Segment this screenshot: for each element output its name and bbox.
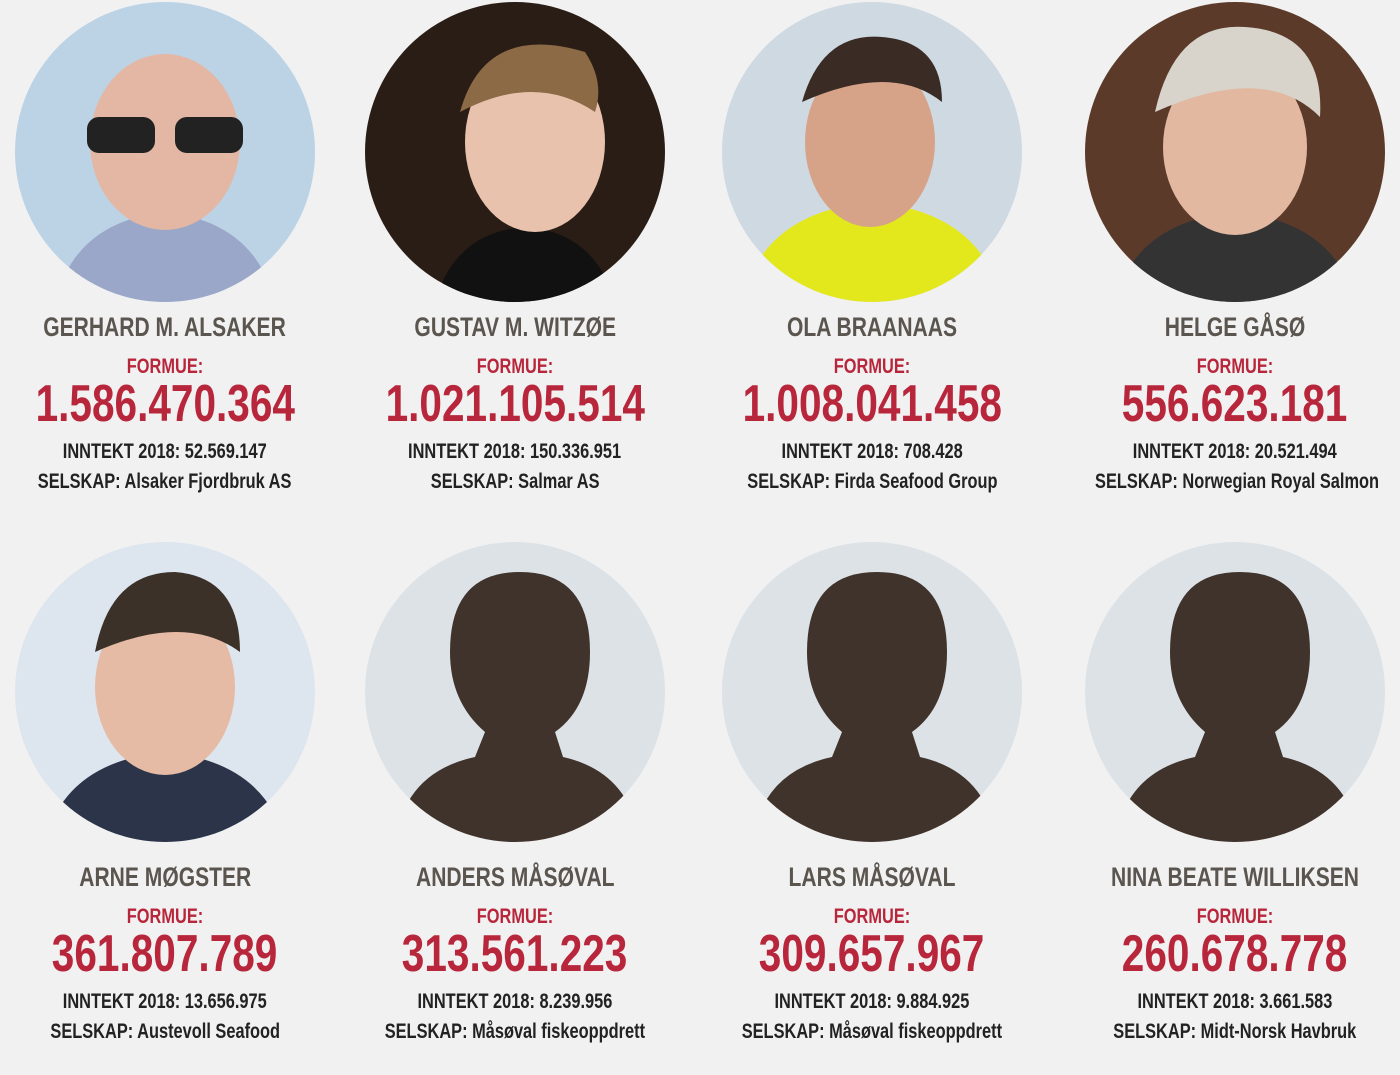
formue-amount: 313.561.223	[335, 924, 695, 984]
income-text: INNTEKT 2018: 9.884.925	[774, 990, 970, 1013]
income: INNTEKT 2018: 20.521.494	[1055, 440, 1400, 464]
formue-amount: 309.657.967	[692, 924, 1052, 984]
income: INNTEKT 2018: 3.661.583	[1055, 990, 1400, 1014]
portrait	[15, 542, 315, 842]
formue-amount-text: 1.008.041.458	[742, 375, 1002, 433]
person-name: ARNE MØGSTER	[0, 862, 345, 893]
portrait	[1085, 2, 1385, 302]
formue-amount: 1.586.470.364	[0, 374, 345, 434]
formue-amount-text: 1.586.470.364	[35, 375, 295, 433]
formue-amount-text: 260.678.778	[1122, 925, 1348, 983]
person-name-text: HELGE GÅSØ	[1164, 312, 1306, 342]
income: INNTEKT 2018: 150.336.951	[335, 440, 695, 464]
portrait	[1085, 542, 1385, 842]
formue-amount-text: 1.021.105.514	[385, 375, 645, 433]
formue-amount-text: 361.807.789	[52, 925, 278, 983]
formue-label: FORMUE:	[0, 355, 345, 379]
photo	[15, 542, 315, 842]
formue-label-text: FORMUE:	[476, 355, 554, 378]
person-name: NINA BEATE WILLIKSEN	[1055, 862, 1400, 893]
company: SELSKAP: Måsøval fiskeoppdrett	[692, 1020, 1052, 1044]
formue-amount: 361.807.789	[0, 924, 345, 984]
person-name: GERHARD M. ALSAKER	[0, 312, 345, 343]
formue-label: FORMUE:	[692, 905, 1052, 929]
photo	[722, 2, 1022, 302]
formue-label-text: FORMUE:	[1196, 355, 1274, 378]
company: SELSKAP: Midt-Norsk Havbruk	[1055, 1020, 1400, 1044]
company-text: SELSKAP: Norwegian Royal Salmon	[1095, 470, 1380, 493]
formue-label-text: FORMUE:	[476, 905, 554, 928]
photo	[15, 2, 315, 302]
formue-label: FORMUE:	[0, 905, 345, 929]
formue-label: FORMUE:	[692, 355, 1052, 379]
company: SELSKAP: Austevoll Seafood	[0, 1020, 345, 1044]
portrait	[365, 542, 665, 842]
person-name-text: ARNE MØGSTER	[78, 862, 251, 892]
income-text: INNTEKT 2018: 3.661.583	[1137, 990, 1333, 1013]
company: SELSKAP: Firda Seafood Group	[692, 470, 1052, 494]
person-name-text: OLA BRAANAAS	[786, 312, 958, 342]
formue-amount: 556.623.181	[1055, 374, 1400, 434]
formue-label: FORMUE:	[335, 355, 695, 379]
company: SELSKAP: Måsøval fiskeoppdrett	[335, 1020, 695, 1044]
formue-label: FORMUE:	[1055, 355, 1400, 379]
income-text: INNTEKT 2018: 708.428	[781, 440, 963, 463]
formue-label: FORMUE:	[335, 905, 695, 929]
company: SELSKAP: Alsaker Fjordbruk AS	[0, 470, 345, 494]
portrait	[722, 542, 1022, 842]
income-text: INNTEKT 2018: 150.336.951	[408, 440, 622, 463]
formue-label-text: FORMUE:	[1196, 905, 1274, 928]
company: SELSKAP: Norwegian Royal Salmon	[1055, 470, 1400, 494]
formue-label: FORMUE:	[1055, 905, 1400, 929]
income-text: INNTEKT 2018: 13.656.975	[63, 990, 267, 1013]
photo	[1085, 2, 1385, 302]
person-name-text: NINA BEATE WILLIKSEN	[1110, 862, 1360, 892]
income: INNTEKT 2018: 52.569.147	[0, 440, 345, 464]
formue-amount-text: 309.657.967	[759, 925, 985, 983]
formue-amount: 1.021.105.514	[335, 374, 695, 434]
portrait	[722, 2, 1022, 302]
formue-label-text: FORMUE:	[126, 905, 204, 928]
photo	[365, 542, 665, 842]
income-text: INNTEKT 2018: 52.569.147	[63, 440, 267, 463]
person-name: HELGE GÅSØ	[1055, 312, 1400, 343]
photo	[722, 542, 1022, 842]
company-text: SELSKAP: Midt-Norsk Havbruk	[1113, 1020, 1357, 1043]
income-text: INNTEKT 2018: 20.521.494	[1133, 440, 1337, 463]
income-text: INNTEKT 2018: 8.239.956	[417, 990, 613, 1013]
company-text: SELSKAP: Firda Seafood Group	[746, 470, 998, 493]
person-name: GUSTAV M. WITZØE	[335, 312, 695, 343]
formue-label-text: FORMUE:	[833, 905, 911, 928]
person-name-text: ANDERS MÅSØVAL	[415, 862, 615, 892]
formue-label-text: FORMUE:	[833, 355, 911, 378]
formue-amount-text: 556.623.181	[1122, 375, 1348, 433]
person-name: LARS MÅSØVAL	[692, 862, 1052, 893]
person-name-text: GERHARD M. ALSAKER	[43, 312, 287, 342]
company-text: SELSKAP: Alsaker Fjordbruk AS	[38, 470, 292, 493]
formue-amount-text: 313.561.223	[402, 925, 628, 983]
photo	[365, 2, 665, 302]
company-text: SELSKAP: Salmar AS	[430, 470, 600, 493]
person-name: OLA BRAANAAS	[692, 312, 1052, 343]
formue-amount: 260.678.778	[1055, 924, 1400, 984]
person-name-text: LARS MÅSØVAL	[788, 862, 956, 892]
portrait	[365, 2, 665, 302]
portrait	[15, 2, 315, 302]
formue-amount: 1.008.041.458	[692, 374, 1052, 434]
income: INNTEKT 2018: 8.239.956	[335, 990, 695, 1014]
person-name-text: GUSTAV M. WITZØE	[414, 312, 616, 342]
company-text: SELSKAP: Austevoll Seafood	[50, 1020, 280, 1043]
company: SELSKAP: Salmar AS	[335, 470, 695, 494]
formue-label-text: FORMUE:	[126, 355, 204, 378]
company-text: SELSKAP: Måsøval fiskeoppdrett	[384, 1020, 646, 1043]
income: INNTEKT 2018: 9.884.925	[692, 990, 1052, 1014]
person-name: ANDERS MÅSØVAL	[335, 862, 695, 893]
photo	[1085, 542, 1385, 842]
income: INNTEKT 2018: 13.656.975	[0, 990, 345, 1014]
company-text: SELSKAP: Måsøval fiskeoppdrett	[741, 1020, 1003, 1043]
income: INNTEKT 2018: 708.428	[692, 440, 1052, 464]
